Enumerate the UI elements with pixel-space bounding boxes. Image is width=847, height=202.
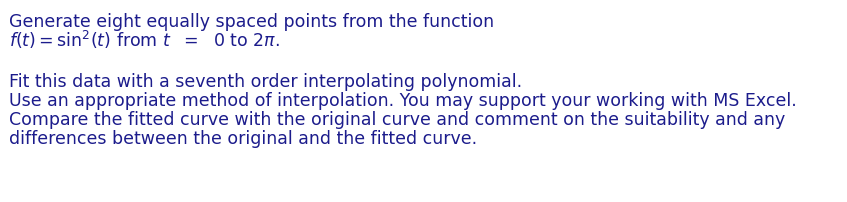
Text: Fit this data with a seventh order interpolating polynomial.: Fit this data with a seventh order inter… [9,73,522,91]
Text: $f(t) = \sin^2\!(t)$ from $t\ \ =\ \ 0$ to $2\pi$.: $f(t) = \sin^2\!(t)$ from $t\ \ =\ \ 0$ … [9,29,280,51]
Text: Use an appropriate method of interpolation. You may support your working with MS: Use an appropriate method of interpolati… [9,92,797,110]
Text: differences between the original and the fitted curve.: differences between the original and the… [9,130,477,148]
Text: Generate eight equally spaced points from the function: Generate eight equally spaced points fro… [9,13,494,31]
Text: Compare the fitted curve with the original curve and comment on the suitability : Compare the fitted curve with the origin… [9,111,785,129]
